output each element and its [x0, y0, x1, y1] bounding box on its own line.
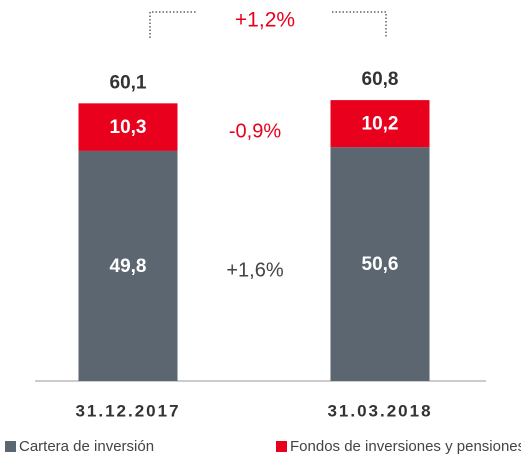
legend-label: Cartera de inversión [19, 438, 154, 455]
value-label: 10,3 [110, 117, 147, 138]
value-label: 49,8 [110, 256, 147, 277]
annotation: +1,6% [226, 259, 283, 281]
bracket-left [149, 11, 196, 38]
legend-swatch [5, 441, 16, 452]
x-tick-label: 31.03.2018 [327, 401, 432, 420]
bar-segment [78, 103, 178, 151]
value-label: 10,2 [362, 114, 399, 135]
annotation: +1,2% [235, 9, 295, 32]
bar-segment [330, 147, 430, 381]
bracket-right [332, 11, 387, 38]
total-label: 60,8 [362, 69, 399, 90]
value-label: 50,6 [362, 254, 399, 275]
total-label: 60,1 [110, 72, 147, 93]
legend-label: Fondos de inversiones y pensiones [290, 438, 521, 455]
bracket [149, 11, 387, 38]
legend-swatch [276, 441, 287, 452]
x-tick-label: 31.12.2017 [75, 401, 180, 420]
annotation: -0,9% [229, 120, 281, 142]
bar-segment [78, 150, 178, 381]
bar-segment [330, 100, 430, 148]
